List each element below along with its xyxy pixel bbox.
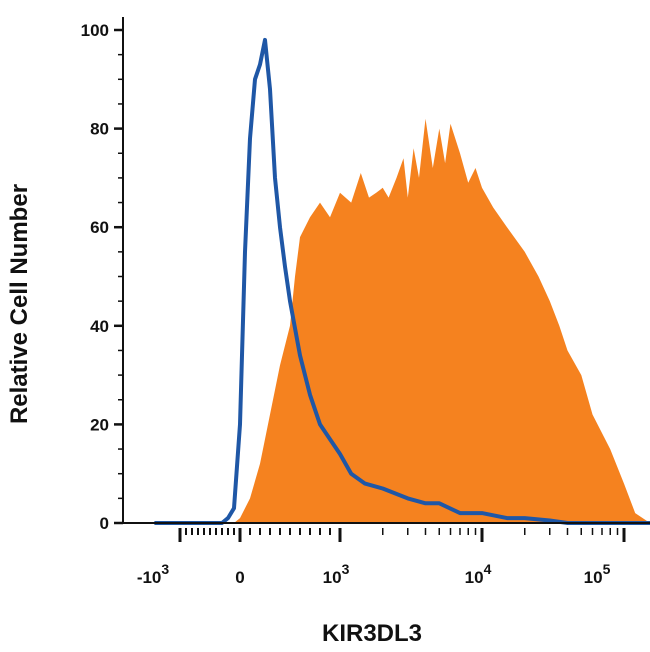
series-outline-0 xyxy=(154,37,650,525)
y-tick-label: 80 xyxy=(90,120,109,139)
x-tick-label: 105 xyxy=(584,561,611,587)
y-tick-label: 60 xyxy=(90,218,109,237)
x-tick-label: 104 xyxy=(465,561,492,587)
x-axis-title: KIR3DL3 xyxy=(322,620,422,647)
x-tick-label: 103 xyxy=(323,561,350,587)
y-tick-label: 40 xyxy=(90,317,109,336)
y-tick-label: 100 xyxy=(81,21,109,40)
y-tick-label: 0 xyxy=(100,514,109,533)
x-tick-label: -103 xyxy=(137,561,170,587)
x-tick-label: 0 xyxy=(235,568,244,587)
y-tick-label: 20 xyxy=(90,415,109,434)
y-axis-title: Relative Cell Number xyxy=(6,184,33,424)
series-filled-1 xyxy=(154,118,650,523)
